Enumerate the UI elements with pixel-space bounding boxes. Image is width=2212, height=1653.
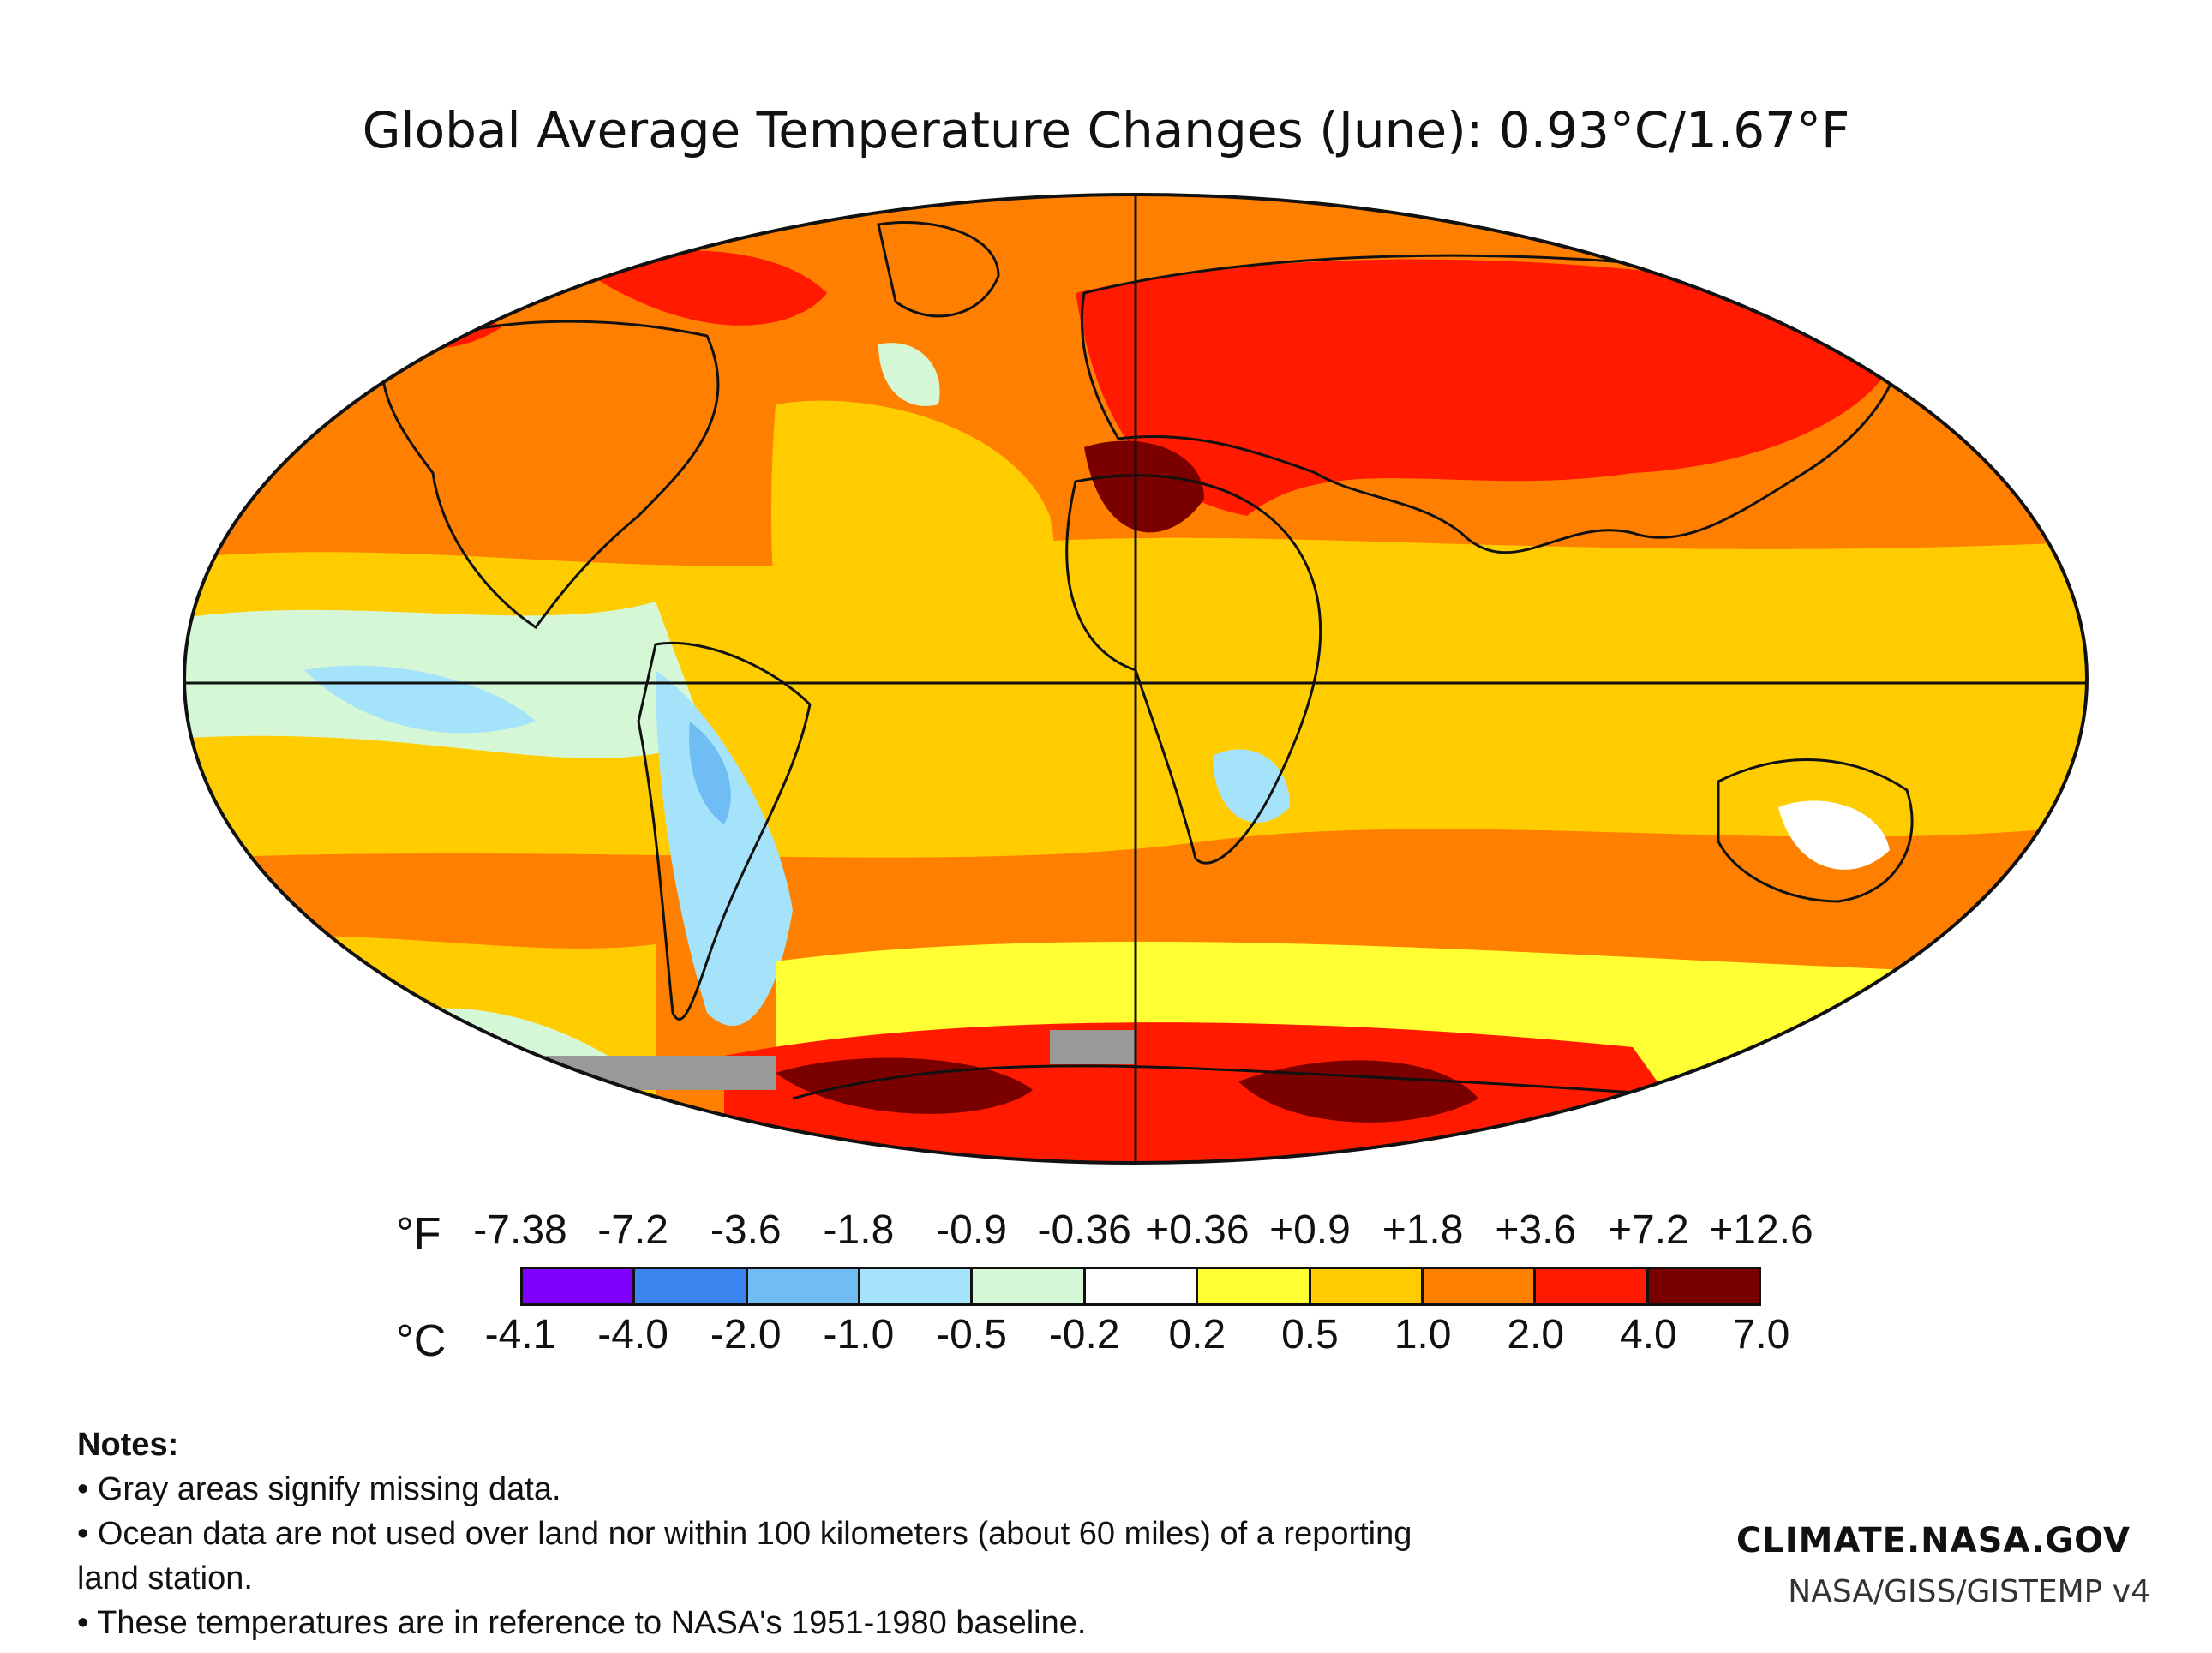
anomaly-zone-eurasia xyxy=(1076,259,1898,516)
scale-tick-label: 7.0 xyxy=(1732,1312,1790,1357)
notes-line-ocean-data: • Ocean data are not used over land nor … xyxy=(77,1516,1412,1596)
coastline-greenland xyxy=(877,221,1000,318)
notes-line-baseline: • These temperatures are in reference to… xyxy=(77,1605,1087,1641)
scale-tick-label: +3.6 xyxy=(1495,1207,1577,1253)
coastline-north-america xyxy=(380,320,720,630)
scale-tick-label: +1.8 xyxy=(1382,1207,1464,1253)
scale-tick-label: +0.36 xyxy=(1145,1207,1250,1253)
scale-tick-label: -3.6 xyxy=(710,1207,782,1253)
scale-tick-label: 0.5 xyxy=(1281,1312,1339,1357)
climate-nasa-credit: CLIMATE.NASA.GOV xyxy=(1735,1521,2131,1560)
anomaly-zone-south-america xyxy=(656,670,793,1026)
color-scale-cell xyxy=(1310,1269,1424,1303)
celsius-unit-label: °C xyxy=(396,1316,447,1366)
color-scale-bar xyxy=(520,1267,1761,1306)
notes-heading: Notes: xyxy=(77,1427,179,1463)
color-scale-cell xyxy=(860,1269,974,1303)
anomaly-zone-canada xyxy=(578,250,827,326)
anomaly-zone-atlantic xyxy=(771,400,1055,841)
notes-block: Notes: • Gray areas signify missing data… xyxy=(77,1422,1448,1645)
color-scale-cell xyxy=(1536,1269,1649,1303)
color-scale-cell xyxy=(1085,1269,1199,1303)
coastline-south-america xyxy=(637,642,812,1021)
scale-tick-label: -1.8 xyxy=(823,1207,895,1253)
scale-tick-label: -4.1 xyxy=(484,1312,556,1357)
scale-tick-label: 1.0 xyxy=(1394,1312,1452,1357)
scale-tick-label: +7.2 xyxy=(1607,1207,1689,1253)
color-scale-cell xyxy=(1648,1269,1759,1303)
temperature-anomaly-map xyxy=(176,190,2095,1167)
anomaly-zone-north-atlantic-cool xyxy=(878,343,940,406)
anomaly-zone-antarctic-dark-west xyxy=(776,1057,1033,1114)
anomaly-zone-antarctic-dark-east xyxy=(1238,1060,1478,1123)
scale-tick-label: 4.0 xyxy=(1619,1312,1677,1357)
scale-tick-label: -0.36 xyxy=(1037,1207,1131,1253)
color-scale-cell xyxy=(973,1269,1086,1303)
fahrenheit-unit-label: °F xyxy=(396,1209,441,1259)
anomaly-zone-australia-cool xyxy=(1778,800,1890,870)
scale-tick-label: -7.2 xyxy=(597,1207,668,1253)
missing-data-band xyxy=(296,1056,776,1090)
notes-line-missing-data: • Gray areas signify missing data. xyxy=(77,1471,561,1507)
color-scale-cell xyxy=(635,1269,748,1303)
anomaly-zone-indian-ocean xyxy=(1290,614,1718,812)
missing-data-patch xyxy=(1050,1030,1136,1064)
map-border xyxy=(183,193,2089,1165)
scale-tick-label: +0.9 xyxy=(1269,1207,1351,1253)
scale-tick-label: -7.38 xyxy=(473,1207,567,1253)
color-scale-cell xyxy=(747,1269,861,1303)
scale-tick-label: -0.5 xyxy=(936,1312,1007,1357)
scale-tick-label: 2.0 xyxy=(1507,1312,1565,1357)
coastline-africa xyxy=(1065,474,1322,865)
color-scale-cell xyxy=(1198,1269,1311,1303)
scale-tick-label: +12.6 xyxy=(1709,1207,1813,1253)
map-title: Global Average Temperature Changes (June… xyxy=(362,101,1850,159)
scale-tick-label: -4.0 xyxy=(597,1312,668,1357)
scale-tick-label: -0.9 xyxy=(936,1207,1007,1253)
anomaly-zone-southern-africa-cool xyxy=(1213,749,1290,823)
color-scale-cell xyxy=(1423,1269,1537,1303)
source-credit: NASA/GISS/GISTEMP v4 xyxy=(1788,1574,2150,1609)
coastline-australia xyxy=(1717,758,1914,903)
anomaly-zone-north-africa xyxy=(1084,440,1204,533)
anomaly-zone-south-america-blue xyxy=(689,722,731,824)
scale-tick-label: -1.0 xyxy=(823,1312,895,1357)
scale-tick-label: -0.2 xyxy=(1048,1312,1120,1357)
scale-tick-label: 0.2 xyxy=(1168,1312,1226,1357)
scale-tick-label: -2.0 xyxy=(710,1312,782,1357)
color-scale-cell xyxy=(523,1269,636,1303)
